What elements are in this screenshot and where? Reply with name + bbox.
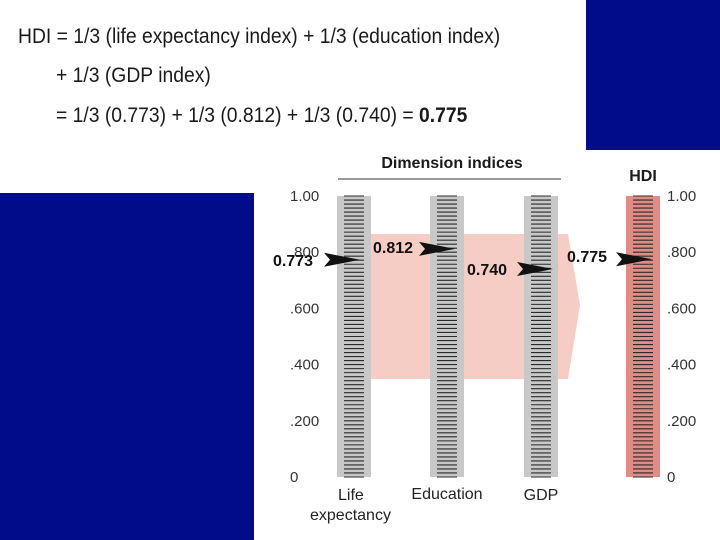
left-tick-label: 1.00 bbox=[290, 188, 319, 205]
right-tick-label: .400 bbox=[667, 357, 696, 374]
left-tick-label: .600 bbox=[290, 300, 319, 317]
value-label: 0.812 bbox=[373, 240, 413, 257]
value-pointer bbox=[419, 241, 455, 256]
formula-line-2: + 1/3 (GDP index) bbox=[56, 64, 211, 87]
left-tick-label: 0 bbox=[290, 469, 298, 486]
formula-line-1: HDI = 1/3 (life expectancy index) + 1/3 … bbox=[18, 25, 501, 48]
bar-label-education: Education bbox=[411, 486, 482, 503]
value-label: 0.740 bbox=[467, 262, 507, 279]
formula-line-3-prefix: = 1/3 (0.773) + 1/3 (0.812) + 1/3 (0.740… bbox=[56, 104, 420, 127]
right-tick-label: 0 bbox=[667, 469, 675, 486]
right-tick-label: .600 bbox=[667, 300, 696, 317]
left-tick-label: .200 bbox=[290, 413, 319, 430]
blue-block-bottom-left bbox=[0, 193, 254, 540]
value-pointer bbox=[324, 252, 360, 267]
value-label: 0.773 bbox=[273, 253, 313, 270]
left-tick-label: .800 bbox=[290, 244, 319, 261]
right-tick-label: .800 bbox=[667, 244, 696, 261]
left-tick-label: .400 bbox=[290, 357, 319, 374]
hdi-value-pointer bbox=[616, 252, 652, 267]
right-tick-label: 1.00 bbox=[667, 188, 696, 205]
formula-result: 0.775 bbox=[419, 104, 468, 127]
bar-label-expectancy: expectancy bbox=[310, 507, 391, 524]
hdi-value-label: 0.775 bbox=[567, 249, 607, 266]
value-pointer bbox=[517, 262, 553, 277]
hdi-header: HDI bbox=[629, 168, 657, 185]
bar-label-gdp: GDP bbox=[524, 487, 559, 504]
dimension-indices-header: Dimension indices bbox=[381, 155, 522, 172]
bar-label-life: Life bbox=[338, 487, 364, 504]
right-tick-label: .200 bbox=[667, 413, 696, 430]
blue-block-top-right bbox=[586, 0, 720, 150]
formula-line-3: = 1/3 (0.773) + 1/3 (0.812) + 1/3 (0.740… bbox=[56, 104, 467, 128]
